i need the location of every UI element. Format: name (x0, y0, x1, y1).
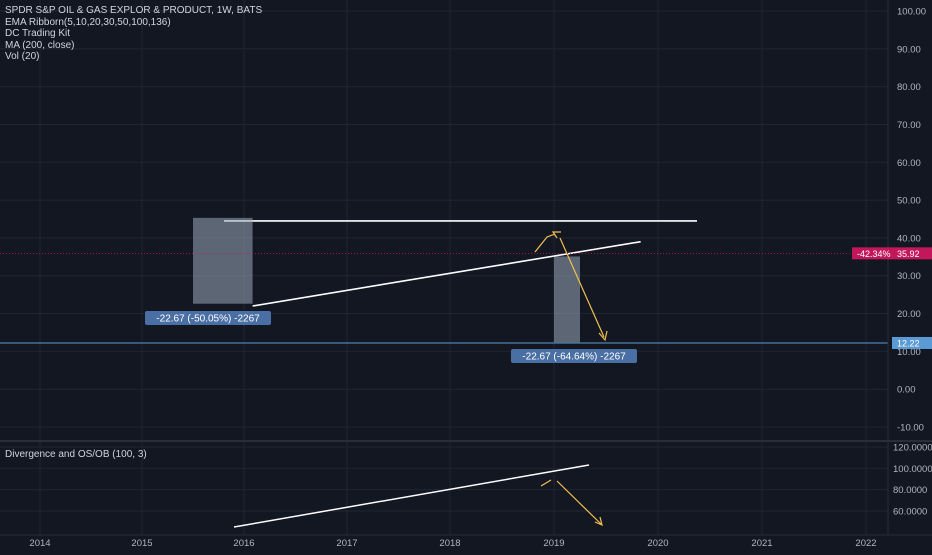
time-tick-label: 2018 (439, 538, 460, 549)
study-volume[interactable]: Vol (20) (5, 51, 40, 62)
price-tick-label: 100.00 (897, 7, 926, 18)
symbol-title[interactable]: SPDR S&P OIL & GAS EXPLOR & PRODUCT, 1W,… (5, 5, 263, 16)
measure-box-left (193, 217, 253, 304)
legend: SPDR S&P OIL & GAS EXPLOR & PRODUCT, 1W,… (5, 5, 262, 63)
time-tick-label: 2019 (543, 538, 564, 549)
current-change-label: -42.34% (857, 249, 891, 259)
time-tick-label: 2016 (233, 538, 254, 549)
osc-projection-up (540, 479, 552, 487)
time-tick-label: 2020 (647, 538, 668, 549)
projection-down-arrow (559, 237, 605, 338)
time-tick-label: 2015 (131, 538, 152, 549)
current-price-label: 35.92 (897, 249, 920, 259)
study-ema-ribbon[interactable]: EMA Ribborn(5,10,20,30,50,100,136) (5, 16, 171, 28)
osc-tick-label: 120.0000 (893, 443, 932, 454)
target-price-label: 12.22 (897, 338, 920, 348)
price-tick-label: 20.00 (897, 309, 921, 320)
target-price-badge (892, 336, 932, 349)
study-ma-200[interactable]: MA (200, close) (5, 39, 75, 51)
oscillator-pane (233, 464, 603, 528)
projection-up-arrow (534, 233, 556, 253)
osc-tick-label: 60.0000 (893, 507, 927, 518)
price-tick-label: 30.00 (897, 271, 921, 282)
osc-tick-label: 100.0000 (893, 464, 932, 475)
measure-right-label: -22.67 (-64.64%) -2267 (511, 349, 637, 363)
price-tick-label: 70.00 (897, 120, 921, 131)
osc-projection-down (556, 480, 602, 525)
price-tick-label: 0.00 (897, 385, 916, 396)
time-tick-label: 2021 (751, 538, 772, 549)
measure-left-label: -22.67 (-50.05%) -2267 (145, 311, 271, 325)
grid (0, 0, 888, 535)
arrow-head (598, 330, 608, 342)
measure-label-text: -22.67 (-50.05%) -2267 (156, 314, 260, 325)
arrow-head (551, 231, 561, 239)
price-tick-label: 90.00 (897, 44, 921, 55)
oscillator-title[interactable]: Divergence and OS/OB (100, 3) (5, 449, 147, 460)
measure-label-bg (145, 311, 271, 325)
price-tick-label: 40.00 (897, 233, 921, 244)
price-tick-label: 80.00 (897, 82, 921, 93)
price-tick-label: 50.00 (897, 196, 921, 207)
drawings[interactable]: -22.67 (-50.05%) -2267 -22.67 (-64.64%) -… (0, 217, 888, 363)
oscillator-trendline (233, 464, 590, 528)
arrow-head (594, 516, 603, 527)
time-tick-label: 2014 (29, 538, 50, 549)
time-tick-label: 2022 (855, 538, 876, 549)
support-trendline (252, 240, 641, 307)
measure-label-bg (511, 349, 637, 363)
osc-tick-label: 80.0000 (893, 485, 927, 496)
price-tick-label: 10.00 (897, 347, 921, 358)
measure-box-right (554, 256, 580, 343)
time-tick-label: 2017 (336, 538, 357, 549)
study-dc-trading-kit[interactable]: DC Trading Kit (5, 28, 71, 39)
price-tick-label: 60.00 (897, 158, 921, 169)
price-tick-label: -10.00 (897, 423, 924, 434)
measure-label-text: -22.67 (-64.64%) -2267 (522, 352, 626, 363)
current-price-badge (852, 247, 932, 260)
